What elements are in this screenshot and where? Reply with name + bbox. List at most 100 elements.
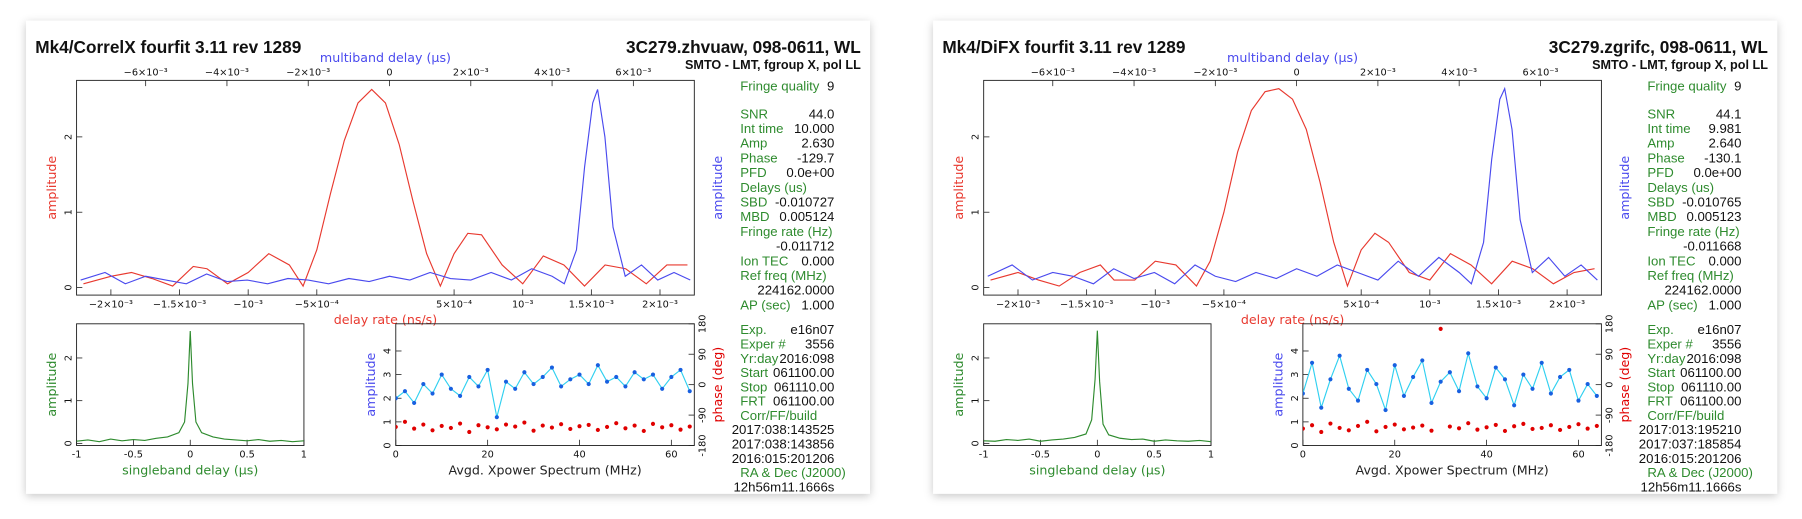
stat-value: 1.000 — [1708, 297, 1741, 312]
x-tick-label: 20 — [1389, 450, 1401, 461]
data-point — [412, 400, 417, 406]
series — [990, 88, 1595, 288]
x2-tick-label: 6×10⁻³ — [615, 67, 651, 78]
data-point — [1365, 367, 1370, 372]
stat-value: 0.005124 — [779, 209, 834, 224]
y-tick-label: 1 — [1290, 419, 1301, 425]
stat-value: 9.981 — [1708, 121, 1741, 136]
data-point — [430, 428, 435, 433]
x-tick-label: 2×10⁻³ — [1549, 299, 1585, 310]
x2-tick-label: −6×10⁻³ — [1031, 67, 1075, 78]
data-point — [1374, 429, 1379, 434]
series-line — [83, 88, 688, 288]
y-axis-label: amplitude — [363, 353, 378, 417]
data-point — [614, 374, 619, 380]
y-tick-label: 3 — [383, 372, 394, 378]
data-point — [476, 423, 481, 428]
data-point — [1346, 386, 1351, 391]
data-point — [503, 379, 509, 384]
x2-axis-label: multiband delay (μs) — [1227, 50, 1358, 65]
y2-tick-label: 90 — [1604, 348, 1615, 360]
stat-value: 061100.00 — [1680, 394, 1741, 409]
y2-axis-label: amplitude — [710, 156, 725, 220]
data-point — [395, 424, 398, 429]
y-tick-label: 0 — [64, 284, 75, 290]
data-point — [395, 396, 398, 401]
data-point — [1512, 424, 1517, 429]
baseline-title: SMTO - LMT, fgroup X, pol LL — [1592, 58, 1768, 72]
plot: -1 -0.5 0 0.5 1 0 1 2 singleband delay (μs) ampli… — [951, 323, 1214, 477]
data-point — [678, 367, 683, 372]
data-point — [632, 370, 637, 375]
data-point — [1392, 422, 1397, 427]
data-point — [1475, 384, 1480, 389]
data-point — [1355, 423, 1361, 428]
y-tick-label: 2 — [64, 134, 75, 140]
y-tick-label: 0 — [971, 284, 982, 290]
data-point — [1576, 422, 1581, 427]
stat-value: 1.000 — [801, 297, 834, 312]
stat-value: 061110.00 — [1681, 379, 1741, 394]
x2-tick-label: 4×10⁻³ — [534, 67, 570, 78]
stat-label: Yr:day — [740, 351, 779, 366]
x-axis-label: Avgd. Xpower Spectrum (MHz) — [448, 462, 641, 477]
plot: 0 20 40 60 0 1 2 3 4 -180 -90 0 90 180 Avgd. Xpower Sp… — [1270, 314, 1632, 477]
x-tick-label: 0 — [393, 450, 399, 461]
y-tick-label: 0 — [383, 442, 394, 448]
plot: 0 20 40 60 0 1 2 3 4 -180 -90 0 90 180 Avgd. Xpower Sp… — [363, 314, 725, 477]
stat-value: 061100.00 — [773, 365, 834, 380]
data-point — [1355, 398, 1361, 403]
stat-value: 2017:013:195210 — [1639, 422, 1742, 437]
stat-label: Exp. — [1647, 322, 1673, 337]
x2-tick-label: −2×10⁻³ — [286, 67, 330, 78]
data-point — [1429, 400, 1434, 406]
x2-tick-label: −2×10⁻³ — [1193, 67, 1237, 78]
data-point — [1337, 353, 1342, 358]
series-line — [80, 89, 691, 285]
data-point — [513, 424, 518, 429]
data-point — [549, 425, 555, 430]
stat-label: Start — [1647, 365, 1675, 380]
data-point — [1466, 421, 1471, 426]
y-tick-label: 1 — [971, 209, 982, 215]
data-point — [1438, 379, 1443, 384]
data-point — [1328, 377, 1333, 382]
stat-value: 061100.00 — [1680, 365, 1741, 380]
stat-label: Exp. — [740, 322, 766, 337]
stat-value: 2017:037:185854 — [1639, 437, 1742, 452]
x2-tick-label: 2×10⁻³ — [1360, 67, 1396, 78]
stat-label: Phase — [1647, 150, 1684, 165]
data-point — [1558, 427, 1563, 433]
stat-label: Ion TEC — [1647, 253, 1696, 268]
data-point — [1567, 424, 1572, 429]
y-tick-label: 1 — [383, 419, 394, 425]
x-tick-label: −10⁻³ — [233, 299, 263, 310]
data-point — [494, 415, 499, 420]
y-tick-label: 4 — [383, 348, 394, 354]
data-point — [559, 384, 564, 389]
x-tick-label: −2×10⁻³ — [996, 299, 1040, 310]
y-axis-label: amplitude — [44, 156, 59, 220]
data-point — [1530, 426, 1535, 432]
stat-label: FRT — [1647, 394, 1672, 409]
x2-tick-label: −6×10⁻³ — [124, 67, 168, 78]
data-point — [1383, 424, 1388, 429]
stat-label: Corr/FF/build — [1647, 408, 1724, 423]
y-tick-label: 2 — [64, 355, 75, 361]
stat-value: 0.005123 — [1686, 209, 1741, 224]
x-tick-label: -1 — [72, 450, 82, 461]
x-tick-label: -0.5 — [1031, 450, 1050, 461]
stat-label: Start — [740, 365, 768, 380]
data-point — [439, 372, 444, 377]
x2-tick-label: 4×10⁻³ — [1441, 67, 1477, 78]
data-point — [458, 421, 463, 426]
data-point — [485, 367, 490, 372]
stat-value: 12h56m11.1666s — [1641, 479, 1742, 494]
y2-axis-label: amplitude — [1617, 156, 1632, 220]
stat-label: Fringe rate (Hz) — [1647, 224, 1739, 239]
data-point — [586, 422, 591, 427]
data-point — [1548, 391, 1553, 396]
data-point — [687, 424, 692, 429]
x2-tick-label: 2×10⁻³ — [453, 67, 489, 78]
